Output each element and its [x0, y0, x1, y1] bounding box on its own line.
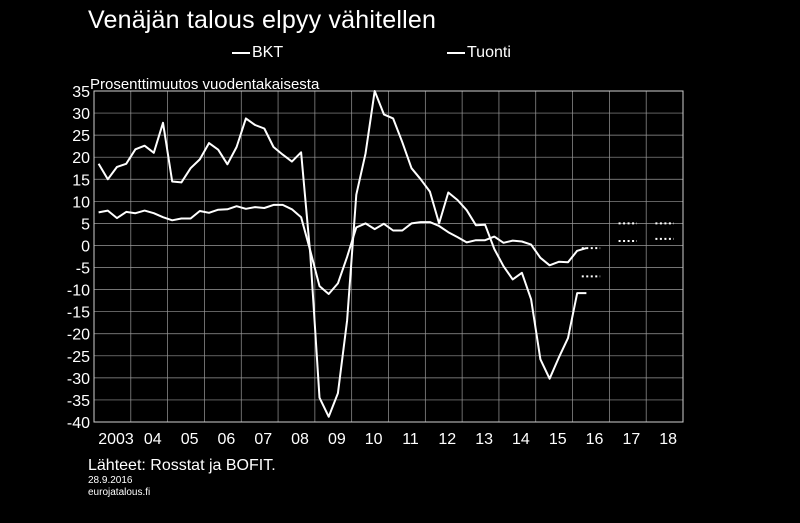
plot-border — [93, 90, 684, 423]
y-tick-label: 30 — [72, 106, 90, 123]
x-tick-label: 16 — [586, 431, 604, 448]
x-tick-label: 18 — [659, 431, 677, 448]
series-line-bkt — [98, 203, 587, 295]
y-tick-label: -40 — [67, 415, 90, 432]
y-tick-label: 10 — [72, 194, 90, 211]
publish-date: 28.9.2016 — [88, 475, 133, 486]
legend-swatch-tuonti — [447, 52, 465, 54]
x-axis-ticks: 2003 04 05 06 07 08 09 10 11 12 13 14 15 16 17 18 — [98, 431, 677, 448]
x-tick-label: 08 — [291, 431, 309, 448]
y-tick-label: -5 — [76, 261, 90, 278]
y-tick-label: 0 — [81, 238, 90, 255]
x-tick-label: 04 — [144, 431, 162, 448]
series-lines — [97, 90, 587, 418]
y-axis-ticks: 35 30 25 20 15 10 5 0 -5 -10 -15 -20 -25 -30 -35 -40 — [67, 84, 90, 432]
x-tick-label: 07 — [254, 431, 272, 448]
chart-title: Venäjän talous elpyy vähitellen — [88, 6, 437, 34]
x-tick-label: 09 — [328, 431, 346, 448]
grid — [93, 90, 683, 423]
site-name: eurojatalous.fi — [88, 487, 151, 498]
y-tick-label: -10 — [67, 283, 90, 300]
legend-label-bkt: BKT — [252, 44, 284, 61]
legend-label-tuonti: Tuonti — [467, 44, 511, 61]
series-line-tuonti — [97, 90, 587, 418]
y-tick-label: -25 — [67, 349, 90, 366]
y-tick-label: 15 — [72, 172, 90, 189]
x-tick-label: 2003 — [98, 431, 134, 448]
y-tick-label: -30 — [67, 371, 90, 388]
y-tick-label: -15 — [67, 305, 90, 322]
x-tick-label: 13 — [475, 431, 493, 448]
y-tick-label: 5 — [81, 216, 90, 233]
legend-item-bkt: BKT — [232, 44, 283, 62]
x-tick-label: 06 — [218, 431, 236, 448]
x-tick-label: 05 — [181, 431, 199, 448]
x-tick-label: 12 — [438, 431, 456, 448]
x-tick-label: 15 — [549, 431, 567, 448]
source-note: Lähteet: Rosstat ja BOFIT. — [88, 457, 276, 474]
legend-item-tuonti: Tuonti — [447, 44, 511, 62]
unit-label: Prosenttimuutos vuodentakaisesta — [90, 76, 320, 93]
plot-frame — [93, 90, 684, 423]
x-tick-label: 14 — [512, 431, 530, 448]
y-tick-label: 20 — [72, 150, 90, 167]
x-tick-label: 17 — [622, 431, 640, 448]
x-tick-label: 10 — [365, 431, 383, 448]
x-tick-label: 11 — [402, 431, 419, 448]
y-tick-label: 35 — [72, 84, 90, 101]
y-tick-label: 25 — [72, 128, 90, 145]
legend-swatch-bkt — [232, 52, 250, 54]
y-tick-label: -35 — [67, 393, 90, 410]
forecast-marks — [581, 222, 674, 278]
y-tick-label: -20 — [67, 327, 90, 344]
